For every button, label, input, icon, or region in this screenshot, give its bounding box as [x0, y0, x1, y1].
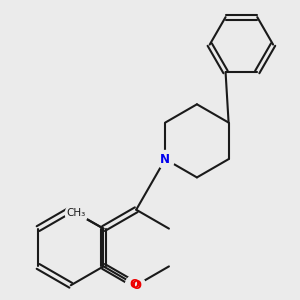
Text: O: O [129, 278, 139, 291]
Text: N: N [160, 153, 170, 166]
Text: O: O [131, 279, 141, 292]
Text: CH₃: CH₃ [66, 208, 85, 218]
